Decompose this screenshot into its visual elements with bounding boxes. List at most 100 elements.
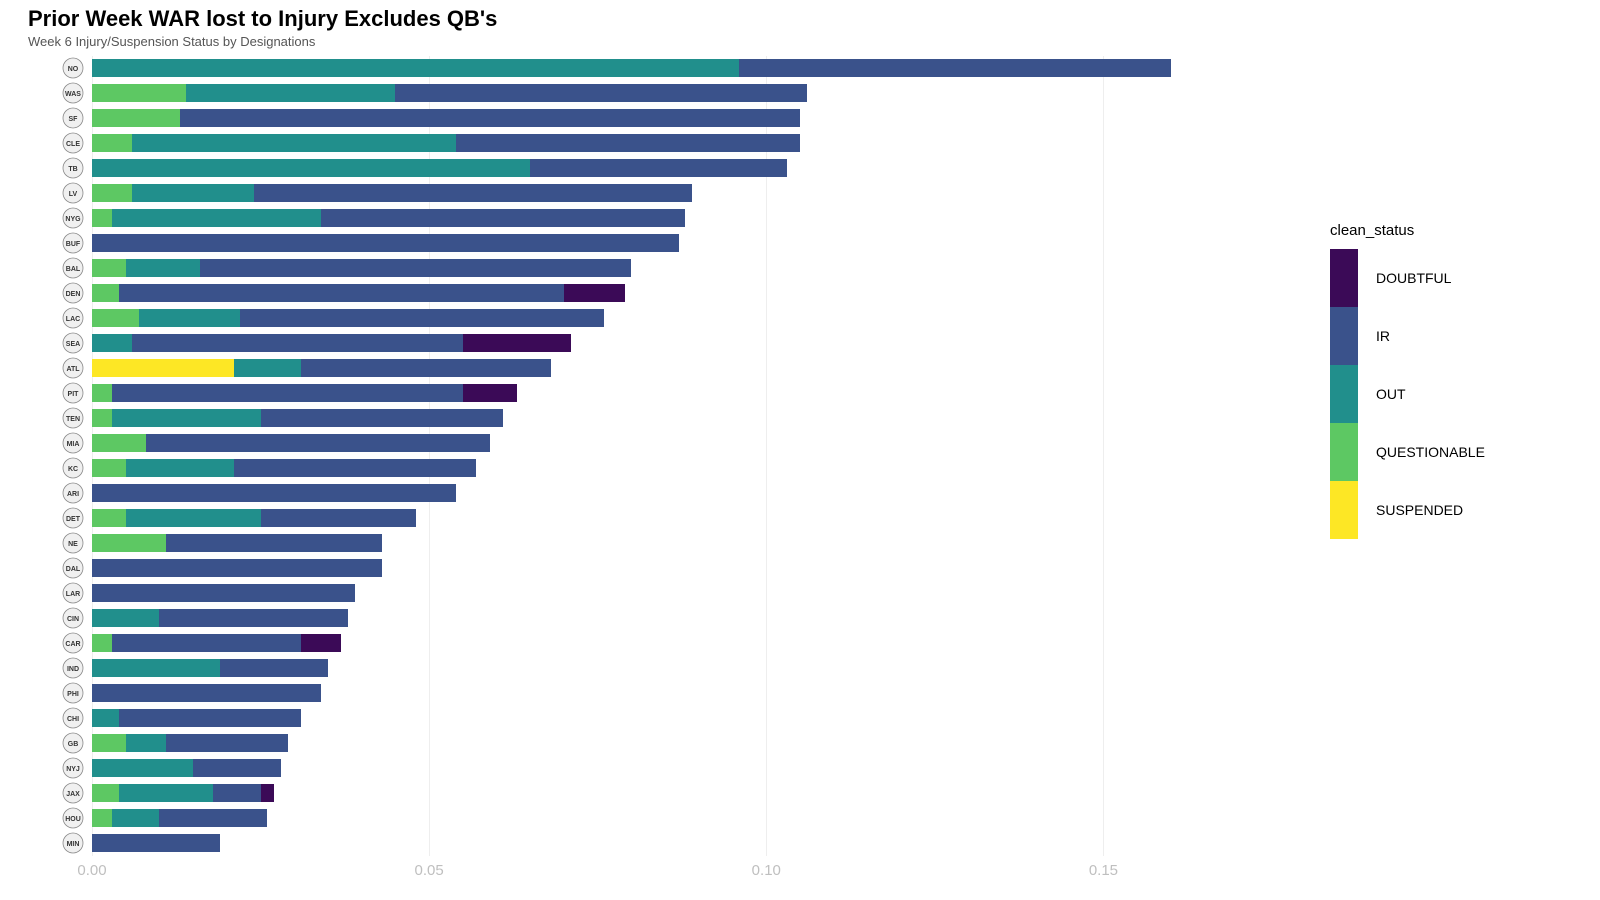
bar-segment-questionable	[92, 109, 180, 127]
bar-row	[92, 609, 348, 627]
bar-segment-out	[132, 134, 456, 152]
bar-row	[92, 159, 787, 177]
bar-segment-out	[92, 159, 530, 177]
svg-text:BAL: BAL	[66, 266, 81, 273]
bar-row	[92, 384, 517, 402]
legend-swatch	[1330, 307, 1358, 365]
bar-segment-questionable	[92, 134, 132, 152]
team-logo-icon: JAX	[62, 782, 84, 804]
legend-title: clean_status	[1330, 222, 1570, 239]
bar-segment-out	[139, 309, 240, 327]
legend-label: OUT	[1376, 386, 1406, 402]
bar-segment-ir	[261, 509, 416, 527]
bar-segment-out	[92, 659, 220, 677]
bar-row	[92, 309, 604, 327]
bar-row	[92, 584, 355, 602]
x-axis-tick-label: 0.10	[752, 862, 781, 879]
bar-segment-out	[126, 734, 166, 752]
bar-segment-ir	[92, 559, 382, 577]
bar-segment-out	[112, 409, 260, 427]
bar-segment-ir	[739, 59, 1171, 77]
legend-label: DOUBTFUL	[1376, 270, 1451, 286]
svg-text:HOU: HOU	[65, 816, 81, 823]
team-logo-icon: CHI	[62, 707, 84, 729]
bar-segment-questionable	[92, 509, 126, 527]
team-logo-icon: CIN	[62, 607, 84, 629]
legend-items: DOUBTFULIROUTQUESTIONABLESUSPENDED	[1330, 249, 1570, 539]
team-logo-icon: NYJ	[62, 757, 84, 779]
svg-text:NYG: NYG	[65, 216, 81, 223]
bar-row	[92, 359, 551, 377]
bar-segment-questionable	[92, 409, 112, 427]
legend: clean_status DOUBTFULIROUTQUESTIONABLESU…	[1330, 222, 1570, 539]
bar-segment-questionable	[92, 184, 132, 202]
bar-segment-questionable	[92, 84, 186, 102]
bar-container	[92, 56, 1272, 856]
bar-row	[92, 834, 220, 852]
team-logo-icon: BAL	[62, 257, 84, 279]
bar-row	[92, 184, 692, 202]
bar-row	[92, 334, 571, 352]
svg-text:CHI: CHI	[67, 716, 79, 723]
svg-text:LV: LV	[69, 191, 78, 198]
svg-text:DEN: DEN	[66, 291, 81, 298]
bar-row	[92, 809, 267, 827]
team-logo-icon: NO	[62, 57, 84, 79]
team-logo-icon: MIN	[62, 832, 84, 854]
bar-segment-ir	[146, 434, 490, 452]
x-axis-tick-label: 0.15	[1089, 862, 1118, 879]
bar-segment-questionable	[92, 534, 166, 552]
bar-segment-out	[132, 184, 253, 202]
team-logo-icon: ATL	[62, 357, 84, 379]
bar-segment-ir	[119, 284, 564, 302]
team-logo-icon: CLE	[62, 132, 84, 154]
svg-text:NYJ: NYJ	[66, 766, 80, 773]
bar-row	[92, 509, 416, 527]
svg-text:PIT: PIT	[68, 391, 80, 398]
bar-segment-ir	[159, 809, 267, 827]
bar-segment-out	[126, 509, 261, 527]
bar-segment-out	[92, 609, 159, 627]
bar-segment-ir	[301, 359, 550, 377]
legend-item: OUT	[1330, 365, 1570, 423]
bar-row	[92, 459, 476, 477]
bar-segment-ir	[234, 459, 477, 477]
bar-segment-ir	[132, 334, 462, 352]
bar-segment-suspended	[92, 359, 234, 377]
team-logo-icon: LAR	[62, 582, 84, 604]
bar-row	[92, 59, 1171, 77]
bar-row	[92, 109, 800, 127]
bar-row	[92, 134, 800, 152]
bar-row	[92, 259, 631, 277]
bar-row	[92, 559, 382, 577]
svg-text:WAS: WAS	[65, 91, 81, 98]
bar-segment-questionable	[92, 284, 119, 302]
legend-label: IR	[1376, 328, 1390, 344]
bar-segment-ir	[112, 384, 463, 402]
svg-text:DAL: DAL	[66, 566, 81, 573]
bar-segment-ir	[166, 734, 287, 752]
team-logo-icon: CAR	[62, 632, 84, 654]
team-logo-icon: SEA	[62, 332, 84, 354]
svg-text:GB: GB	[68, 741, 79, 748]
legend-item: DOUBTFUL	[1330, 249, 1570, 307]
bar-segment-doubtful	[261, 784, 274, 802]
bar-segment-doubtful	[564, 284, 625, 302]
svg-text:ATL: ATL	[66, 366, 80, 373]
bar-row	[92, 709, 301, 727]
bar-segment-ir	[200, 259, 632, 277]
bar-segment-out	[112, 209, 321, 227]
svg-text:SF: SF	[69, 116, 79, 123]
team-logo-icon: NYG	[62, 207, 84, 229]
bar-segment-ir	[92, 584, 355, 602]
bar-row	[92, 484, 456, 502]
chart-title: Prior Week WAR lost to Injury Excludes Q…	[28, 6, 497, 32]
bar-segment-questionable	[92, 634, 112, 652]
bar-segment-out	[92, 759, 193, 777]
bar-row	[92, 209, 685, 227]
team-logo-icon: SF	[62, 107, 84, 129]
bar-segment-out	[92, 59, 739, 77]
bar-row	[92, 734, 288, 752]
bar-row	[92, 84, 807, 102]
bar-segment-ir	[112, 634, 301, 652]
